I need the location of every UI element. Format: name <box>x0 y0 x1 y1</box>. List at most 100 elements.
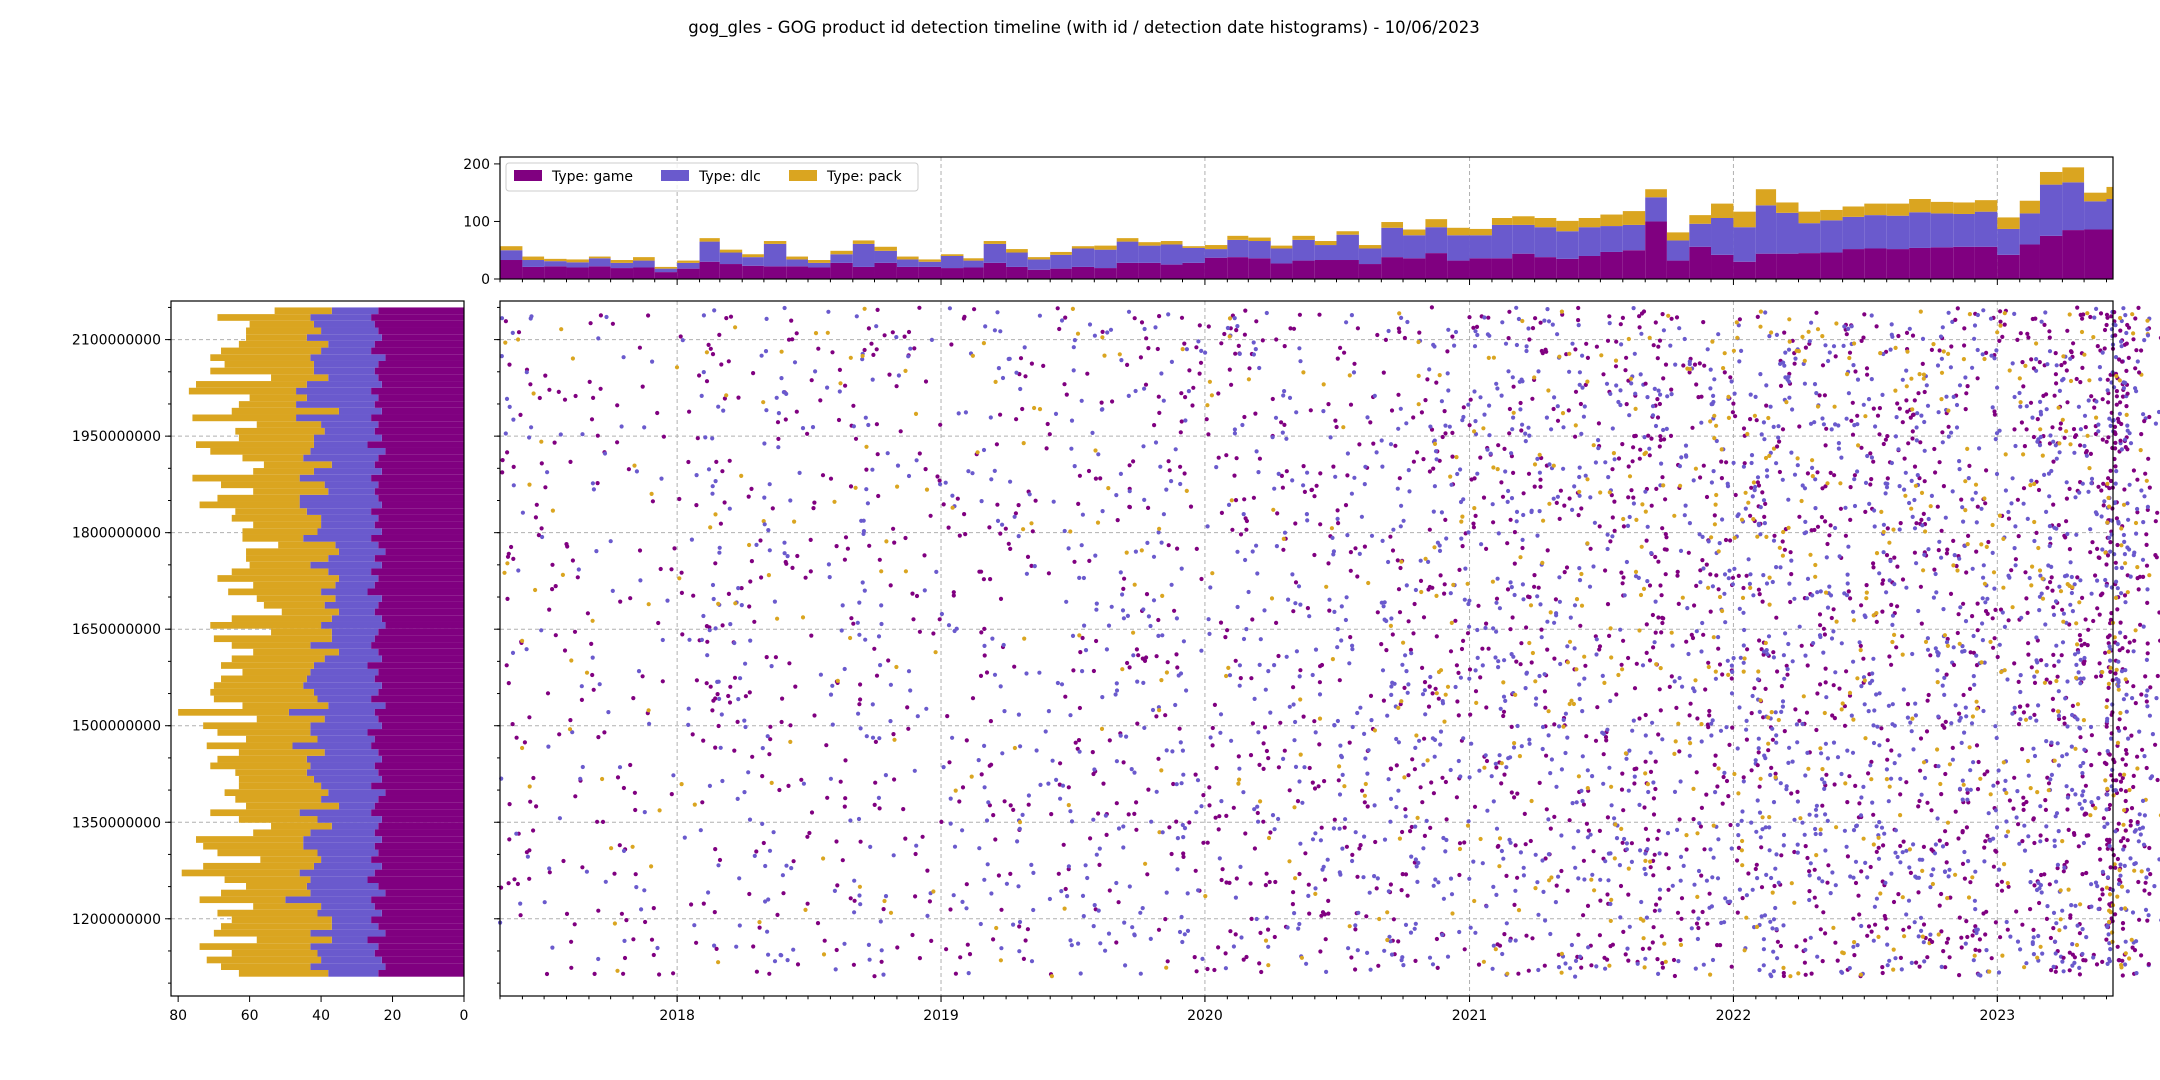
top-bar <box>1842 249 1865 279</box>
scatter-point <box>1445 371 1450 376</box>
scatter-point <box>1662 437 1667 442</box>
left-bar <box>381 722 464 730</box>
scatter-point <box>1910 436 1915 441</box>
scatter-point <box>1914 425 1919 430</box>
scatter-point <box>1607 633 1612 639</box>
scatter-point <box>1832 782 1837 787</box>
scatter-point <box>1365 415 1370 420</box>
scatter-point <box>1621 575 1626 580</box>
scatter-point <box>1389 692 1394 698</box>
scatter-point <box>1661 376 1666 381</box>
top-bar <box>1050 254 1072 269</box>
scatter-point <box>784 863 789 868</box>
scatter-point <box>1884 553 1890 558</box>
scatter-point <box>1764 648 1769 653</box>
scatter-point <box>1720 608 1725 614</box>
scatter-point <box>1669 630 1674 635</box>
left-bar <box>238 816 318 823</box>
scatter-point <box>665 598 670 603</box>
scatter-point <box>1781 973 1786 979</box>
left-x-tick-label: 60 <box>241 1008 259 1024</box>
scatter-point <box>765 734 770 739</box>
scatter-point <box>1837 554 1842 559</box>
scatter-point <box>1916 391 1921 396</box>
scatter-point <box>1310 672 1315 678</box>
scatter-point <box>1327 597 1332 602</box>
scatter-point <box>1506 488 1511 494</box>
scatter-point <box>1753 758 1758 763</box>
scatter-point <box>1868 763 1873 768</box>
scatter-point <box>1744 915 1749 920</box>
scatter-point <box>1119 358 1124 363</box>
scatter-point <box>1632 781 1637 786</box>
scatter-point <box>590 618 595 623</box>
scatter-point <box>1579 603 1585 608</box>
scatter-point <box>1953 872 1958 877</box>
scatter-point <box>1339 638 1344 643</box>
scatter-point <box>1658 583 1663 588</box>
scatter-point <box>1765 474 1770 479</box>
left-bar <box>306 394 379 402</box>
scatter-point <box>1350 647 1355 652</box>
scatter-point <box>1583 663 1588 668</box>
scatter-point <box>1862 702 1867 707</box>
scatter-point <box>1634 766 1639 771</box>
scatter-point <box>1679 916 1684 921</box>
legend[interactable]: Type: game Type: dlc Type: pack <box>505 162 919 192</box>
scatter-point <box>1335 645 1340 650</box>
scatter-point <box>568 718 573 723</box>
scatter-point <box>1459 536 1464 541</box>
scatter-point <box>1936 932 1941 937</box>
scatter-point <box>1353 546 1358 551</box>
scatter-point <box>1925 647 1931 652</box>
scatter-point <box>1935 668 1940 673</box>
top-bar <box>1292 235 1315 240</box>
scatter-point <box>1729 691 1735 696</box>
scatter-point <box>1233 895 1238 900</box>
scatter-point <box>1224 813 1229 819</box>
scatter-point <box>1904 585 1909 590</box>
scatter-point <box>1290 572 1295 577</box>
top-bar <box>1336 234 1359 261</box>
scatter-point <box>1425 377 1430 382</box>
scatter-point <box>515 881 521 887</box>
scatter-point <box>1768 972 1773 977</box>
scatter-point <box>1781 843 1786 848</box>
scatter-point <box>910 591 915 596</box>
scatter-point <box>1741 660 1746 665</box>
scatter-point <box>1097 846 1102 851</box>
scatter-point <box>1637 716 1642 721</box>
scatter-point <box>1520 318 1525 324</box>
scatter-point <box>1382 617 1387 622</box>
scatter-point <box>1473 930 1478 935</box>
scatter-point <box>1365 771 1370 776</box>
scatter-point <box>761 519 766 524</box>
scatter-point <box>1928 932 1933 937</box>
scatter-point <box>1919 792 1924 797</box>
scatter-point <box>1800 483 1805 488</box>
scatter-point <box>1651 343 1656 348</box>
scatter-point <box>1011 922 1016 927</box>
scatter-point <box>602 730 607 735</box>
scatter-point <box>1603 568 1608 573</box>
scatter-point <box>1894 415 1899 420</box>
scatter-point <box>1607 314 1612 319</box>
scatter-point <box>1784 400 1789 405</box>
scatter-point <box>1242 332 1247 337</box>
scatter-point <box>1774 927 1779 932</box>
scatter-point <box>1892 632 1897 638</box>
scatter-point <box>1757 592 1762 597</box>
scatter-point <box>1848 485 1853 490</box>
scatter-point <box>1276 816 1281 822</box>
scatter-point <box>1895 401 1900 406</box>
scatter-point <box>1297 312 1302 317</box>
scatter-point <box>1921 568 1926 573</box>
scatter-point <box>1861 335 1866 340</box>
scatter-point <box>1146 787 1151 792</box>
scatter-point <box>527 876 532 881</box>
scatter-point <box>1647 946 1652 951</box>
scatter-point <box>1394 736 1399 742</box>
scatter-point <box>1876 934 1881 940</box>
scatter-point <box>1523 842 1528 847</box>
scatter-point <box>1003 526 1008 531</box>
